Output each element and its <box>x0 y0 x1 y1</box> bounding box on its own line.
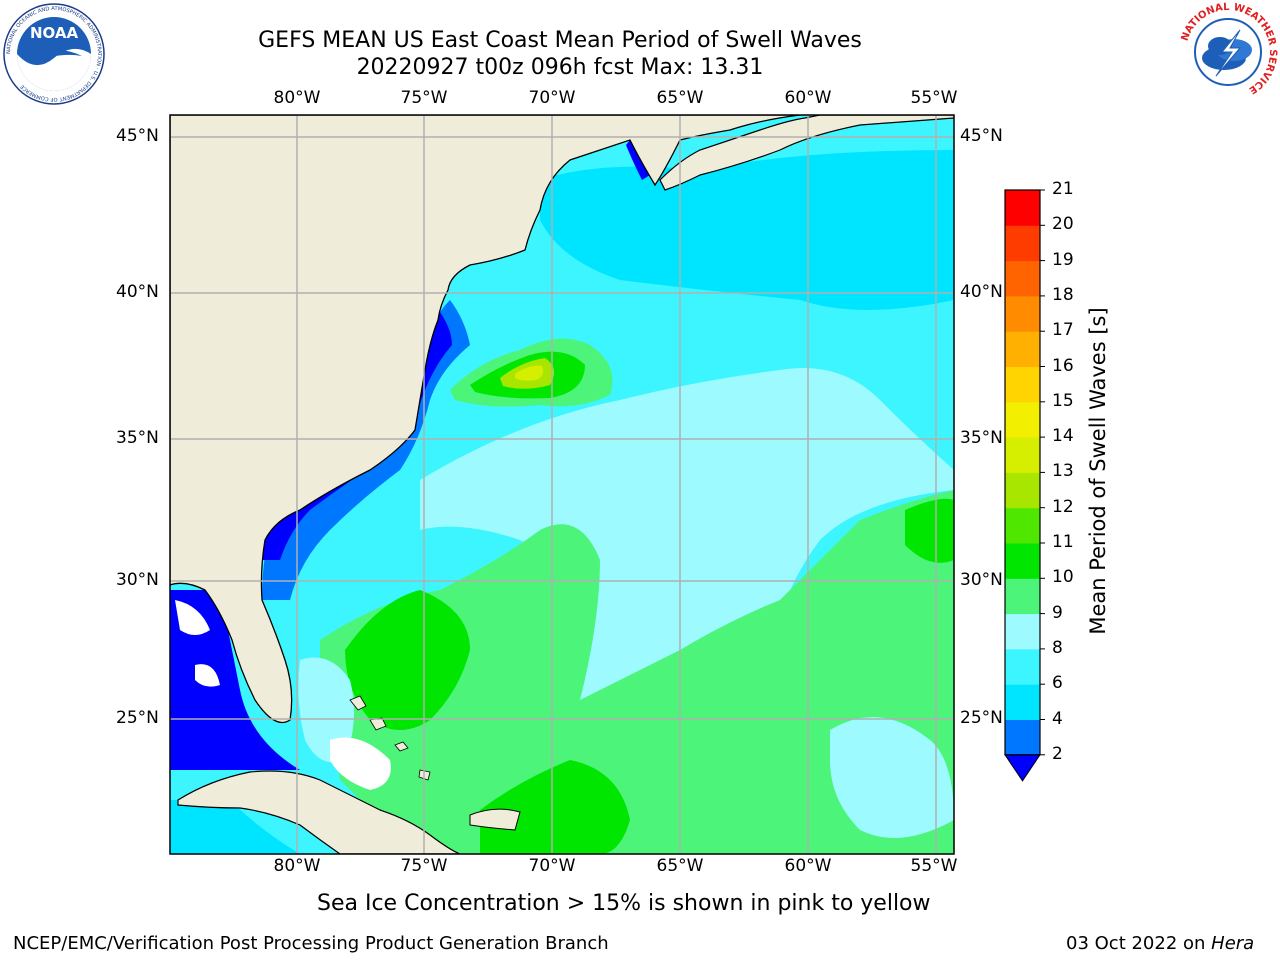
lon-label-bottom-80w: 80°W <box>273 856 321 876</box>
lon-label-bottom-70w: 70°W <box>528 856 576 876</box>
colorbar-segment <box>1005 401 1040 438</box>
run-machine: Hera <box>1211 933 1255 954</box>
colorbar-segment <box>1005 578 1040 615</box>
lat-label-right-45n: 45°N <box>960 126 1003 146</box>
lon-label-top-55w: 55°W <box>910 88 958 108</box>
gulf-no-data-1 <box>175 600 210 635</box>
colorbar-ticks: 2 4 6 8 9 10 11 12 13 14 15 16 17 18 19 20 21 <box>1052 0 1092 960</box>
colorbar-segment <box>1005 295 1040 332</box>
field-below-2s-bay <box>626 140 650 180</box>
colorbar-tick-label: 11 <box>1052 532 1074 552</box>
field-8-9s-central <box>420 368 954 720</box>
nws-logo: NATIONAL WEATHER SERVICE <box>1180 2 1278 100</box>
credit-line: NCEP/EMC/Verification Post Processing Pr… <box>13 933 609 954</box>
lon-label-top-60w: 60°W <box>784 88 832 108</box>
lon-label-bottom-60w: 60°W <box>784 856 832 876</box>
lat-label-left-45n: 45°N <box>116 126 159 146</box>
lon-label-top-70w: 70°W <box>528 88 576 108</box>
lat-label-left-25n: 25°N <box>116 708 159 728</box>
land-bahamas <box>349 695 431 781</box>
colorbar-tick-label: 18 <box>1052 284 1074 305</box>
colorbar-segment <box>1005 507 1040 544</box>
land-cuba <box>177 770 461 854</box>
bahamas-no-data <box>330 737 391 790</box>
field-6-8s-north <box>540 150 954 310</box>
field-10-11s-bahamas <box>345 590 470 730</box>
lat-label-right-25n: 25°N <box>960 708 1003 728</box>
lon-label-top-75w: 75°W <box>400 88 448 108</box>
map-title: GEFS MEAN US East Coast Mean Period of S… <box>258 28 862 53</box>
map-gridlines <box>170 115 954 854</box>
colorbar-segment <box>1005 684 1040 720</box>
colorbar-tick-label: 17 <box>1052 320 1074 341</box>
colorbar-segment <box>1005 260 1040 297</box>
lat-label-left-40n: 40°N <box>116 282 159 302</box>
colorbar-tick-label: 21 <box>1052 179 1074 199</box>
lat-label-right-40n: 40°N <box>960 282 1003 302</box>
lon-label-bottom-65w: 65°W <box>656 856 704 876</box>
colorbar-extend-triangle <box>1004 754 1041 782</box>
colorbar <box>1004 189 1045 782</box>
colorbar-tick-label: 13 <box>1052 461 1074 482</box>
field-10-11s-caribbean <box>480 760 630 854</box>
colorbar-segment <box>1005 366 1040 403</box>
colorbar-segment <box>1005 331 1040 367</box>
land-hispaniola <box>469 808 521 831</box>
colorbar-segment <box>1005 472 1040 509</box>
colorbar-tick-label: 8 <box>1052 637 1063 658</box>
run-date: 03 Oct 2022 on Hera <box>1066 933 1254 954</box>
lon-label-bottom-75w: 75°W <box>400 856 448 876</box>
colorbar-tick-label: 20 <box>1052 214 1074 235</box>
lat-label-right-30n: 30°N <box>960 570 1003 590</box>
field-10-11s-east <box>905 498 954 563</box>
map-frame <box>169 114 955 855</box>
colorbar-tick-label: 10 <box>1052 567 1074 588</box>
land-nova-scotia <box>659 115 954 191</box>
colorbar-tick-label: 16 <box>1052 355 1074 376</box>
colorbar-segment <box>1005 225 1040 262</box>
noaa-logo: NOAA NATIONAL OCEANIC AND ATMOSPHERIC AD… <box>3 3 105 105</box>
land-north-america <box>170 115 801 724</box>
lat-label-right-35n: 35°N <box>960 428 1003 448</box>
run-date-text: 03 Oct 2022 on <box>1066 933 1206 954</box>
colorbar-segment <box>1005 719 1040 756</box>
colorbar-label: Mean Period of Swell Waves [s] <box>1086 307 1110 635</box>
colorbar-segment <box>1005 543 1040 579</box>
colorbar-tick-label: 19 <box>1052 249 1074 270</box>
colorbar-tick-label: 2 <box>1052 743 1063 764</box>
lon-label-bottom-55w: 55°W <box>910 856 958 876</box>
colorbar-segment <box>1005 190 1040 226</box>
map-subtitle: 20220927 t00z 096h fcst Max: 13.31 <box>356 55 764 80</box>
gulf-no-data-2 <box>195 664 220 687</box>
colorbar-tick-label: 12 <box>1052 496 1074 517</box>
colorbar-tick-label: 15 <box>1052 390 1074 411</box>
colorbar-tick-label: 6 <box>1052 673 1063 694</box>
field-caribbean-west <box>170 800 300 854</box>
colorbar-segment <box>1005 613 1040 650</box>
lat-label-left-35n: 35°N <box>116 428 159 448</box>
colorbar-segment <box>1005 437 1040 473</box>
lon-label-top-65w: 65°W <box>656 88 704 108</box>
field-bahamas-light <box>298 657 354 763</box>
lon-label-top-80w: 80°W <box>273 88 321 108</box>
sea-ice-note: Sea Ice Concentration > 15% is shown in … <box>317 891 931 916</box>
colorbar-tick-label: 4 <box>1052 708 1063 729</box>
colorbar-tick-label: 14 <box>1052 426 1074 447</box>
lat-label-left-30n: 30°N <box>116 570 159 590</box>
colorbar-segment <box>1005 648 1040 685</box>
colorbar-tick-label: 9 <box>1052 602 1063 623</box>
field-below-2s-gulf <box>170 590 300 770</box>
field-max-core <box>515 365 544 381</box>
noaa-logo-text: NOAA <box>30 24 79 42</box>
